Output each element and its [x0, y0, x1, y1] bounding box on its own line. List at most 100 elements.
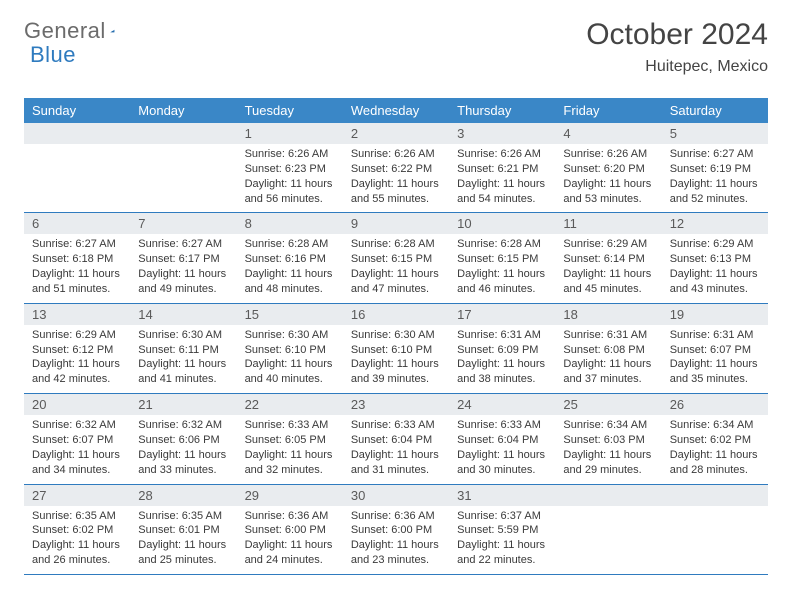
weekday-header-row: Sunday Monday Tuesday Wednesday Thursday…	[24, 98, 768, 123]
daylight-line: Daylight: 11 hours and 35 minutes.	[670, 357, 760, 387]
day-body: Sunrise: 6:30 AMSunset: 6:10 PMDaylight:…	[237, 325, 343, 393]
day-body: Sunrise: 6:35 AMSunset: 6:02 PMDaylight:…	[24, 506, 130, 574]
daylight-line: Daylight: 11 hours and 28 minutes.	[670, 448, 760, 478]
day-body: Sunrise: 6:28 AMSunset: 6:16 PMDaylight:…	[237, 234, 343, 302]
sunrise-line: Sunrise: 6:36 AM	[245, 509, 335, 524]
daylight-line: Daylight: 11 hours and 40 minutes.	[245, 357, 335, 387]
weekday-fri: Friday	[555, 98, 661, 123]
sunset-line: Sunset: 6:23 PM	[245, 162, 335, 177]
sunrise-line: Sunrise: 6:31 AM	[457, 328, 547, 343]
daylight-line: Daylight: 11 hours and 53 minutes.	[563, 177, 653, 207]
sunrise-line: Sunrise: 6:31 AM	[670, 328, 760, 343]
day-body: Sunrise: 6:26 AMSunset: 6:21 PMDaylight:…	[449, 144, 555, 212]
sunrise-line: Sunrise: 6:26 AM	[245, 147, 335, 162]
sunrise-line: Sunrise: 6:33 AM	[457, 418, 547, 433]
day-cell: 12Sunrise: 6:29 AMSunset: 6:13 PMDayligh…	[662, 213, 768, 302]
day-body: Sunrise: 6:33 AMSunset: 6:04 PMDaylight:…	[343, 415, 449, 483]
sunset-line: Sunset: 6:15 PM	[351, 252, 441, 267]
daylight-line: Daylight: 11 hours and 37 minutes.	[563, 357, 653, 387]
weekday-tue: Tuesday	[237, 98, 343, 123]
sunset-line: Sunset: 6:12 PM	[32, 343, 122, 358]
sunset-line: Sunset: 6:17 PM	[138, 252, 228, 267]
day-cell: 8Sunrise: 6:28 AMSunset: 6:16 PMDaylight…	[237, 213, 343, 302]
sunrise-line: Sunrise: 6:28 AM	[351, 237, 441, 252]
sunrise-line: Sunrise: 6:26 AM	[457, 147, 547, 162]
day-body: Sunrise: 6:30 AMSunset: 6:11 PMDaylight:…	[130, 325, 236, 393]
daylight-line: Daylight: 11 hours and 46 minutes.	[457, 267, 547, 297]
daylight-line: Daylight: 11 hours and 31 minutes.	[351, 448, 441, 478]
sunset-line: Sunset: 6:15 PM	[457, 252, 547, 267]
week-row: 27Sunrise: 6:35 AMSunset: 6:02 PMDayligh…	[24, 485, 768, 575]
day-cell: 16Sunrise: 6:30 AMSunset: 6:10 PMDayligh…	[343, 304, 449, 393]
weekday-mon: Monday	[130, 98, 236, 123]
day-cell: 30Sunrise: 6:36 AMSunset: 6:00 PMDayligh…	[343, 485, 449, 574]
day-body: Sunrise: 6:29 AMSunset: 6:12 PMDaylight:…	[24, 325, 130, 393]
sunset-line: Sunset: 6:10 PM	[245, 343, 335, 358]
day-body: Sunrise: 6:35 AMSunset: 6:01 PMDaylight:…	[130, 506, 236, 574]
day-body: Sunrise: 6:27 AMSunset: 6:17 PMDaylight:…	[130, 234, 236, 302]
day-cell: 1Sunrise: 6:26 AMSunset: 6:23 PMDaylight…	[237, 123, 343, 212]
daylight-line: Daylight: 11 hours and 45 minutes.	[563, 267, 653, 297]
weekday-wed: Wednesday	[343, 98, 449, 123]
daylight-line: Daylight: 11 hours and 25 minutes.	[138, 538, 228, 568]
day-cell: 26Sunrise: 6:34 AMSunset: 6:02 PMDayligh…	[662, 394, 768, 483]
sunset-line: Sunset: 6:07 PM	[32, 433, 122, 448]
day-number: 1	[237, 123, 343, 144]
daylight-line: Daylight: 11 hours and 54 minutes.	[457, 177, 547, 207]
day-cell: 10Sunrise: 6:28 AMSunset: 6:15 PMDayligh…	[449, 213, 555, 302]
day-number: 2	[343, 123, 449, 144]
day-number: 16	[343, 304, 449, 325]
day-number: 5	[662, 123, 768, 144]
sunset-line: Sunset: 6:01 PM	[138, 523, 228, 538]
logo-sub: Blue	[30, 42, 76, 68]
sunset-line: Sunset: 6:14 PM	[563, 252, 653, 267]
day-cell: 22Sunrise: 6:33 AMSunset: 6:05 PMDayligh…	[237, 394, 343, 483]
weekday-sat: Saturday	[662, 98, 768, 123]
day-number: 24	[449, 394, 555, 415]
sunset-line: Sunset: 6:22 PM	[351, 162, 441, 177]
day-body	[130, 144, 236, 153]
day-body: Sunrise: 6:26 AMSunset: 6:23 PMDaylight:…	[237, 144, 343, 212]
day-number: 11	[555, 213, 661, 234]
daylight-line: Daylight: 11 hours and 23 minutes.	[351, 538, 441, 568]
day-cell: 14Sunrise: 6:30 AMSunset: 6:11 PMDayligh…	[130, 304, 236, 393]
week-row: 1Sunrise: 6:26 AMSunset: 6:23 PMDaylight…	[24, 123, 768, 213]
logo-text-blue: Blue	[30, 42, 76, 67]
day-body: Sunrise: 6:33 AMSunset: 6:05 PMDaylight:…	[237, 415, 343, 483]
day-number: 3	[449, 123, 555, 144]
day-body: Sunrise: 6:31 AMSunset: 6:09 PMDaylight:…	[449, 325, 555, 393]
day-cell: 27Sunrise: 6:35 AMSunset: 6:02 PMDayligh…	[24, 485, 130, 574]
sunset-line: Sunset: 6:02 PM	[32, 523, 122, 538]
day-number: 15	[237, 304, 343, 325]
day-number	[662, 485, 768, 506]
daylight-line: Daylight: 11 hours and 52 minutes.	[670, 177, 760, 207]
sunrise-line: Sunrise: 6:33 AM	[245, 418, 335, 433]
day-cell: 29Sunrise: 6:36 AMSunset: 6:00 PMDayligh…	[237, 485, 343, 574]
day-cell: 13Sunrise: 6:29 AMSunset: 6:12 PMDayligh…	[24, 304, 130, 393]
day-cell: 5Sunrise: 6:27 AMSunset: 6:19 PMDaylight…	[662, 123, 768, 212]
sunset-line: Sunset: 6:00 PM	[245, 523, 335, 538]
sunrise-line: Sunrise: 6:35 AM	[32, 509, 122, 524]
day-body: Sunrise: 6:30 AMSunset: 6:10 PMDaylight:…	[343, 325, 449, 393]
weeks-container: 1Sunrise: 6:26 AMSunset: 6:23 PMDaylight…	[24, 123, 768, 575]
day-number: 25	[555, 394, 661, 415]
day-number: 18	[555, 304, 661, 325]
day-cell: 24Sunrise: 6:33 AMSunset: 6:04 PMDayligh…	[449, 394, 555, 483]
day-number: 9	[343, 213, 449, 234]
daylight-line: Daylight: 11 hours and 55 minutes.	[351, 177, 441, 207]
sunrise-line: Sunrise: 6:35 AM	[138, 509, 228, 524]
day-body: Sunrise: 6:36 AMSunset: 6:00 PMDaylight:…	[343, 506, 449, 574]
sunrise-line: Sunrise: 6:32 AM	[32, 418, 122, 433]
day-body	[662, 506, 768, 515]
day-number: 17	[449, 304, 555, 325]
day-cell: 19Sunrise: 6:31 AMSunset: 6:07 PMDayligh…	[662, 304, 768, 393]
day-cell: 15Sunrise: 6:30 AMSunset: 6:10 PMDayligh…	[237, 304, 343, 393]
daylight-line: Daylight: 11 hours and 33 minutes.	[138, 448, 228, 478]
day-number: 7	[130, 213, 236, 234]
day-body: Sunrise: 6:37 AMSunset: 5:59 PMDaylight:…	[449, 506, 555, 574]
sunset-line: Sunset: 6:07 PM	[670, 343, 760, 358]
day-cell: 31Sunrise: 6:37 AMSunset: 5:59 PMDayligh…	[449, 485, 555, 574]
day-cell: 2Sunrise: 6:26 AMSunset: 6:22 PMDaylight…	[343, 123, 449, 212]
sunset-line: Sunset: 6:16 PM	[245, 252, 335, 267]
sunset-line: Sunset: 6:05 PM	[245, 433, 335, 448]
